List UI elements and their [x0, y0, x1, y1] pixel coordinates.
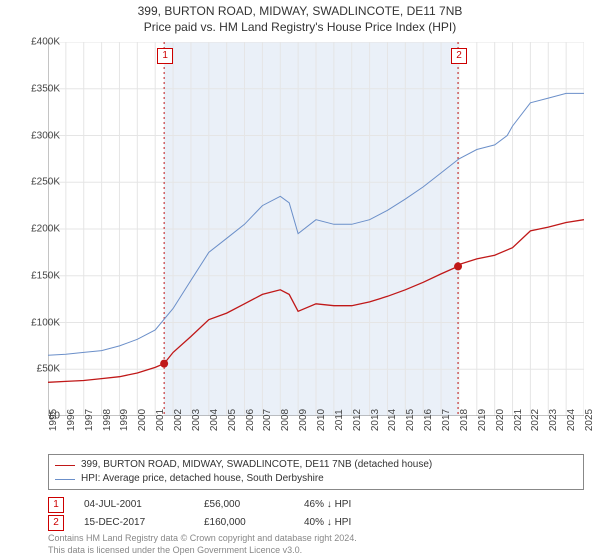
footer-attribution: Contains HM Land Registry data © Crown c…	[48, 532, 357, 556]
chart-titles: 399, BURTON ROAD, MIDWAY, SWADLINCOTE, D…	[0, 0, 600, 34]
legend-row: 399, BURTON ROAD, MIDWAY, SWADLINCOTE, D…	[55, 458, 577, 472]
y-axis-label: £150K	[16, 270, 60, 281]
x-axis-label: 2000	[137, 409, 148, 431]
legend-and-sales: 399, BURTON ROAD, MIDWAY, SWADLINCOTE, D…	[48, 454, 584, 532]
sale-row: 1 04-JUL-2001 £56,000 46% ↓ HPI	[48, 496, 584, 514]
title-line-1: 399, BURTON ROAD, MIDWAY, SWADLINCOTE, D…	[0, 4, 600, 18]
x-axis-label: 2008	[280, 409, 291, 431]
x-axis-label: 2019	[477, 409, 488, 431]
x-axis-label: 2023	[548, 409, 559, 431]
chart-svg	[48, 42, 584, 416]
legend-swatch	[55, 479, 75, 480]
sales-table: 1 04-JUL-2001 £56,000 46% ↓ HPI 2 15-DEC…	[48, 496, 584, 532]
x-axis-label: 2012	[352, 409, 363, 431]
x-axis-label: 2006	[245, 409, 256, 431]
x-axis-label: 2001	[155, 409, 166, 431]
x-axis-label: 2009	[298, 409, 309, 431]
x-axis-label: 1997	[84, 409, 95, 431]
x-axis-label: 2017	[441, 409, 452, 431]
sale-price: £56,000	[204, 496, 284, 514]
legend-label: HPI: Average price, detached house, Sout…	[81, 472, 324, 486]
sale-delta: 46% ↓ HPI	[304, 496, 351, 514]
x-axis-label: 2024	[566, 409, 577, 431]
x-axis-label: 2020	[495, 409, 506, 431]
sale-price: £160,000	[204, 514, 284, 532]
chart-marker-label: 1	[157, 48, 173, 64]
chart-plot-area	[48, 42, 584, 416]
legend-box: 399, BURTON ROAD, MIDWAY, SWADLINCOTE, D…	[48, 454, 584, 490]
x-axis-label: 2005	[227, 409, 238, 431]
title-line-2: Price paid vs. HM Land Registry's House …	[0, 20, 600, 34]
x-axis-label: 2007	[262, 409, 273, 431]
sale-marker-icon: 1	[48, 497, 64, 513]
x-axis-label: 2022	[530, 409, 541, 431]
x-axis-label: 2025	[584, 409, 595, 431]
x-axis-label: 2021	[513, 409, 524, 431]
x-axis-label: 2003	[191, 409, 202, 431]
x-axis-label: 2015	[405, 409, 416, 431]
y-axis-label: £100K	[16, 317, 60, 328]
legend-row: HPI: Average price, detached house, Sout…	[55, 472, 577, 486]
x-axis-label: 2016	[423, 409, 434, 431]
x-axis-label: 2018	[459, 409, 470, 431]
x-axis-label: 2004	[209, 409, 220, 431]
y-axis-label: £350K	[16, 83, 60, 94]
footer-line-2: This data is licensed under the Open Gov…	[48, 544, 357, 556]
sale-row: 2 15-DEC-2017 £160,000 40% ↓ HPI	[48, 514, 584, 532]
legend-swatch	[55, 465, 75, 466]
x-axis-label: 1996	[66, 409, 77, 431]
y-axis-label: £400K	[16, 37, 60, 48]
y-axis-label: £250K	[16, 177, 60, 188]
x-axis-label: 1999	[119, 409, 130, 431]
x-axis-label: 2011	[334, 409, 345, 431]
sale-delta: 40% ↓ HPI	[304, 514, 351, 532]
x-axis-label: 2013	[370, 409, 381, 431]
sale-date: 15-DEC-2017	[84, 514, 184, 532]
x-axis-label: 1995	[48, 409, 59, 431]
x-axis-label: 2014	[387, 409, 398, 431]
footer-line-1: Contains HM Land Registry data © Crown c…	[48, 532, 357, 544]
x-axis-label: 2010	[316, 409, 327, 431]
x-axis-label: 1998	[102, 409, 113, 431]
y-axis-label: £300K	[16, 130, 60, 141]
legend-label: 399, BURTON ROAD, MIDWAY, SWADLINCOTE, D…	[81, 458, 432, 472]
sale-date: 04-JUL-2001	[84, 496, 184, 514]
y-axis-label: £200K	[16, 224, 60, 235]
sale-marker-icon: 2	[48, 515, 64, 531]
x-axis-label: 2002	[173, 409, 184, 431]
chart-marker-label: 2	[451, 48, 467, 64]
y-axis-label: £50K	[16, 364, 60, 375]
